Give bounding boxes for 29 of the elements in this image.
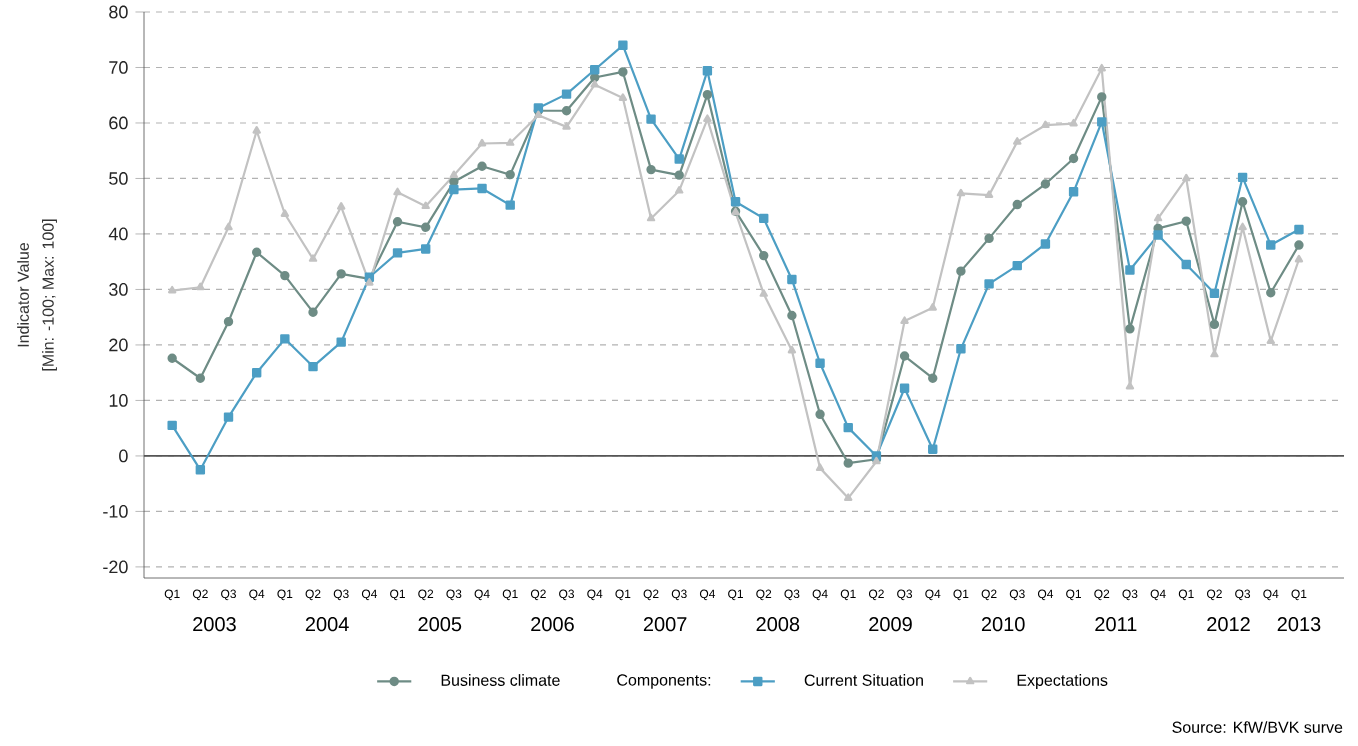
y-tick-label: 20 (109, 338, 128, 352)
legend-label: Current Situation (804, 674, 923, 686)
text: 2007 (643, 617, 687, 632)
text: 2010 (981, 617, 1025, 632)
y-axis-title: Indicator Value (17, 242, 29, 347)
text: 2013 (1277, 617, 1321, 632)
y-tick-label: 80 (109, 5, 128, 19)
source-note: Source: KfW/BVK surve (1172, 721, 1343, 733)
y-tick-label: 30 (109, 283, 128, 296)
text: 2008 (756, 617, 800, 632)
text: 2005 (418, 617, 462, 632)
text: 2004 (305, 617, 349, 632)
text: 2003 (193, 617, 236, 632)
y-tick-label: 50 (109, 172, 128, 185)
y-tick-label: 0 (119, 449, 128, 463)
legend-title: Components: (617, 674, 711, 689)
y-tick-label: 70 (109, 61, 128, 74)
y-tick-label: -20 (103, 560, 128, 574)
y-tick-label: 40 (108, 227, 128, 241)
text: 2009 (869, 617, 912, 632)
text: 2012 (1207, 617, 1250, 632)
text: 2011 (1095, 617, 1137, 632)
text: 2006 (531, 617, 574, 632)
y-tick-label: 10 (109, 394, 128, 407)
legend-label: Business climate (441, 674, 560, 686)
legend-label: Expectations (1017, 674, 1108, 690)
y-tick-label: 60 (109, 116, 128, 130)
text: [Min: -100; Max: 100] (42, 219, 57, 371)
y-tick-label: -10 (103, 505, 128, 518)
